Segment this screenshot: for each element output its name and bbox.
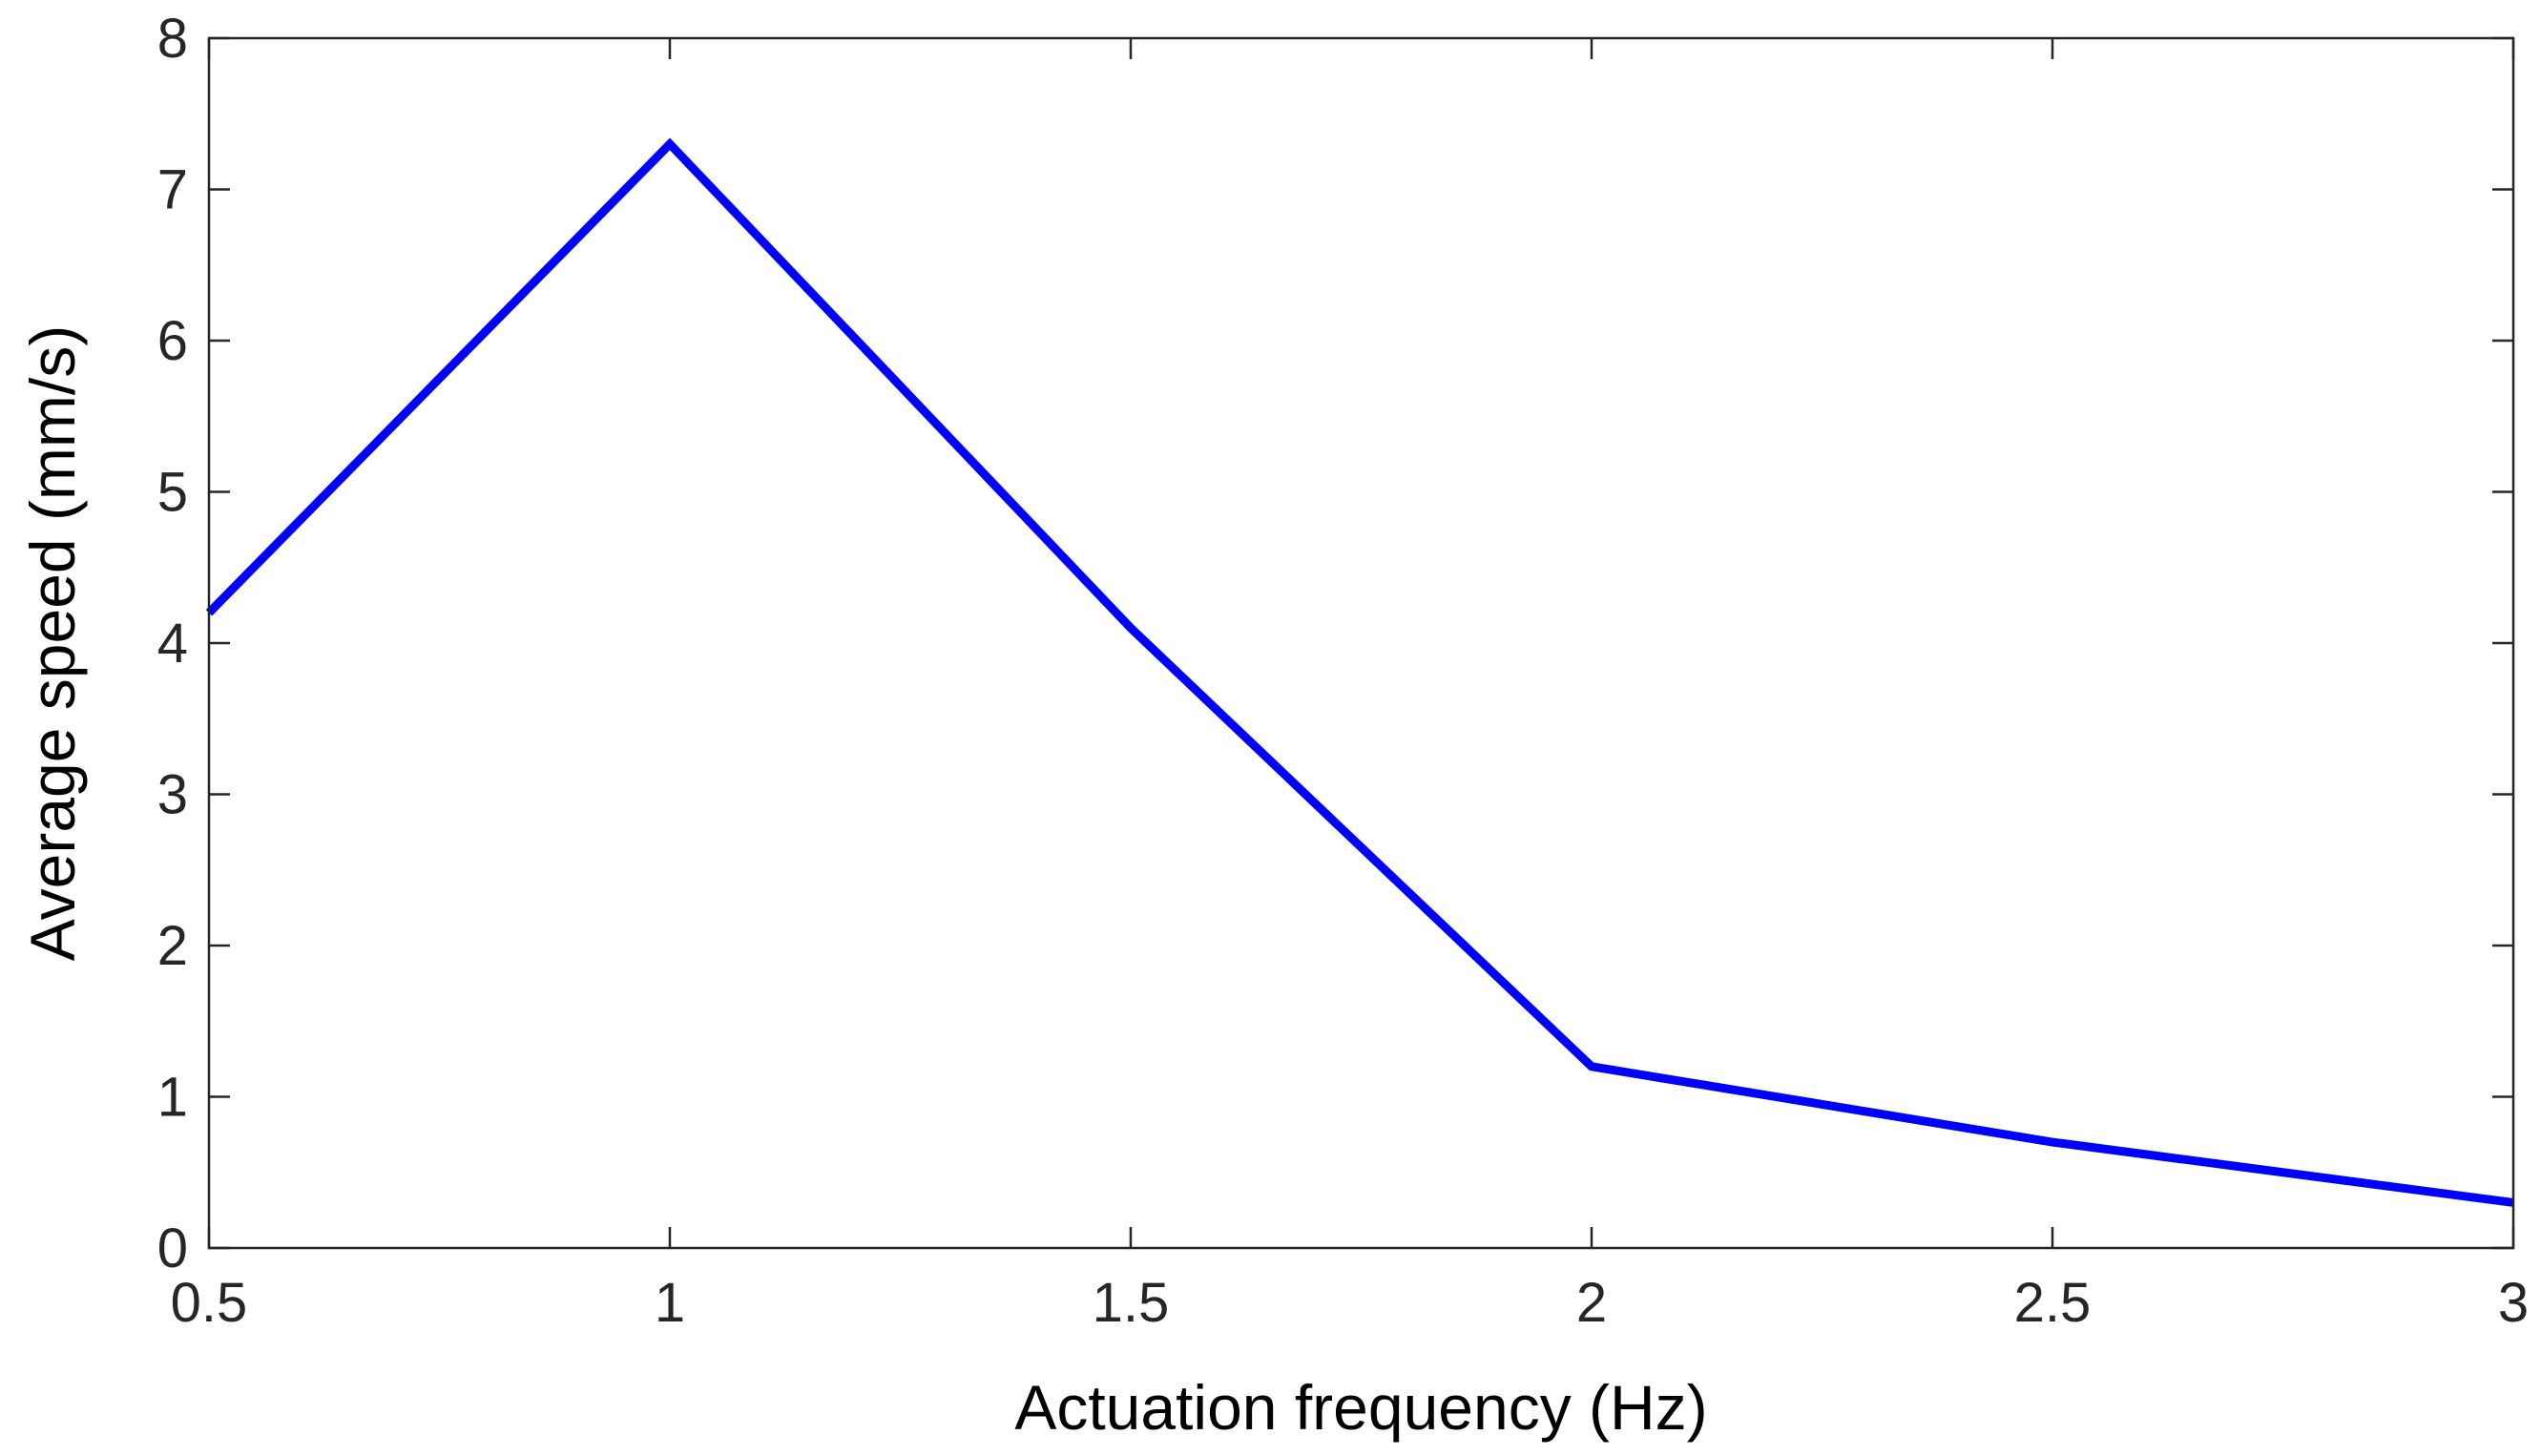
series-line bbox=[205, 137, 2514, 1207]
y-tick-label: 8 bbox=[157, 8, 188, 70]
x-axis-label: Actuation frequency (Hz) bbox=[1014, 1372, 1707, 1443]
y-tick-label: 3 bbox=[157, 764, 188, 826]
y-tick-label: 6 bbox=[157, 310, 188, 372]
y-tick-label: 2 bbox=[157, 915, 188, 977]
x-tick-label: 2.5 bbox=[2014, 1272, 2092, 1334]
x-tick-label: 1 bbox=[655, 1272, 685, 1334]
x-tick-label: 3 bbox=[2498, 1272, 2529, 1334]
x-tick-labels: 0.5 1 1.5 2 2.5 3 bbox=[171, 1272, 2529, 1334]
y-tick-label: 7 bbox=[157, 159, 188, 221]
y-axis-label: Average speed (mm/s) bbox=[17, 325, 88, 961]
y-tick-label: 5 bbox=[157, 462, 188, 524]
x-tick-label: 0.5 bbox=[171, 1272, 248, 1334]
series-layer bbox=[205, 137, 2514, 1207]
y-tick-label: 0 bbox=[157, 1217, 188, 1279]
x-tick-label: 1.5 bbox=[1093, 1272, 1170, 1334]
y-tick-labels: 0 1 2 3 4 5 6 7 8 bbox=[157, 8, 188, 1279]
plot-frame bbox=[207, 36, 2515, 1250]
axis-ticks bbox=[207, 36, 2515, 1250]
y-tick-label: 1 bbox=[157, 1067, 188, 1129]
x-tick-label: 2 bbox=[1576, 1272, 1607, 1334]
y-tick-label: 4 bbox=[157, 613, 188, 675]
